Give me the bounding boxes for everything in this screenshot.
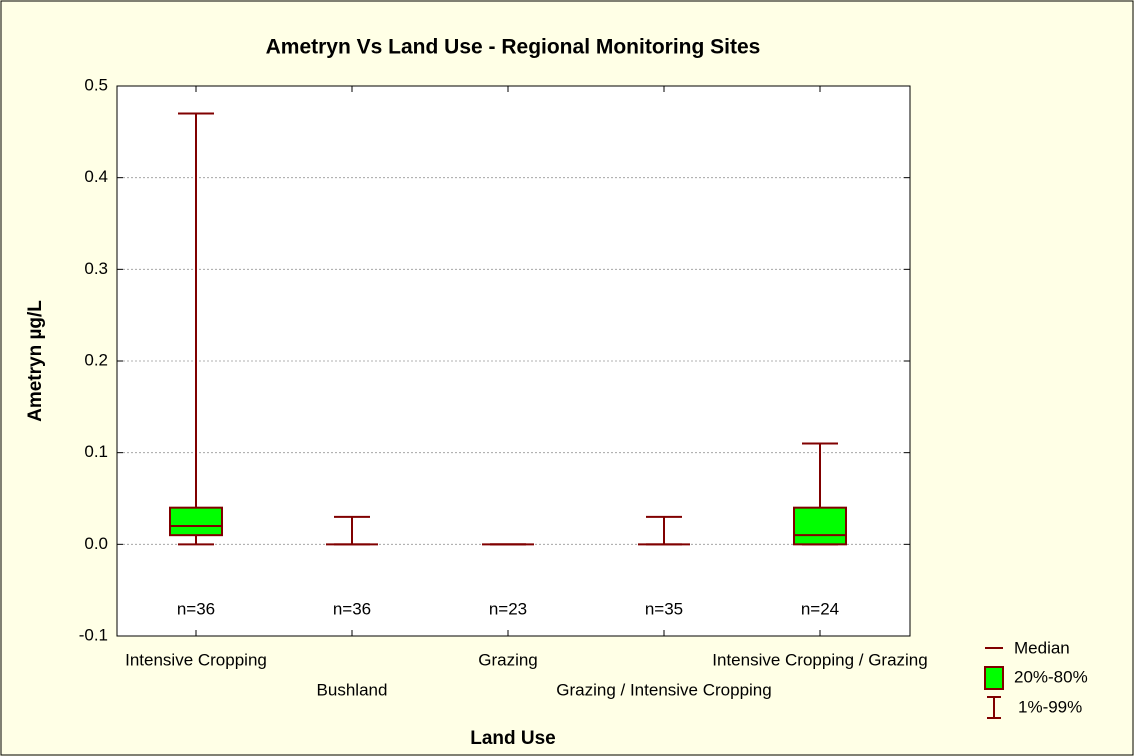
y-tick-label: 0.3 — [84, 259, 108, 278]
y-axis-label: Ametryn µg/L — [25, 300, 46, 422]
legend-box-swatch — [984, 666, 1004, 690]
n-label: n=35 — [645, 599, 683, 618]
n-label: n=36 — [177, 599, 215, 618]
x-tick-label: Grazing — [478, 650, 538, 669]
x-tick-label: Bushland — [317, 680, 388, 699]
legend-whisker: 1%-99% — [1018, 697, 1082, 716]
y-tick-label: -0.1 — [79, 625, 108, 644]
y-tick-label: 0.5 — [84, 75, 108, 94]
box — [793, 506, 847, 546]
legend-median: Median — [1014, 638, 1070, 657]
chart-title: Ametryn Vs Land Use - Regional Monitorin… — [266, 36, 761, 59]
n-label: n=24 — [801, 599, 839, 618]
box — [169, 506, 223, 537]
x-axis-label: Land Use — [470, 728, 556, 749]
n-label: n=23 — [489, 599, 527, 618]
x-tick-label: Intensive Cropping — [125, 650, 267, 669]
y-tick-label: 0.0 — [84, 534, 108, 553]
y-tick-label: 0.1 — [84, 442, 108, 461]
y-tick-label: 0.2 — [84, 350, 108, 369]
y-tick-label: 0.4 — [84, 167, 108, 186]
x-tick-label: Intensive Cropping / Grazing — [712, 650, 927, 669]
x-tick-label: Grazing / Intensive Cropping — [556, 680, 771, 699]
legend-box: 20%-80% — [1014, 667, 1088, 686]
n-label: n=36 — [333, 599, 371, 618]
